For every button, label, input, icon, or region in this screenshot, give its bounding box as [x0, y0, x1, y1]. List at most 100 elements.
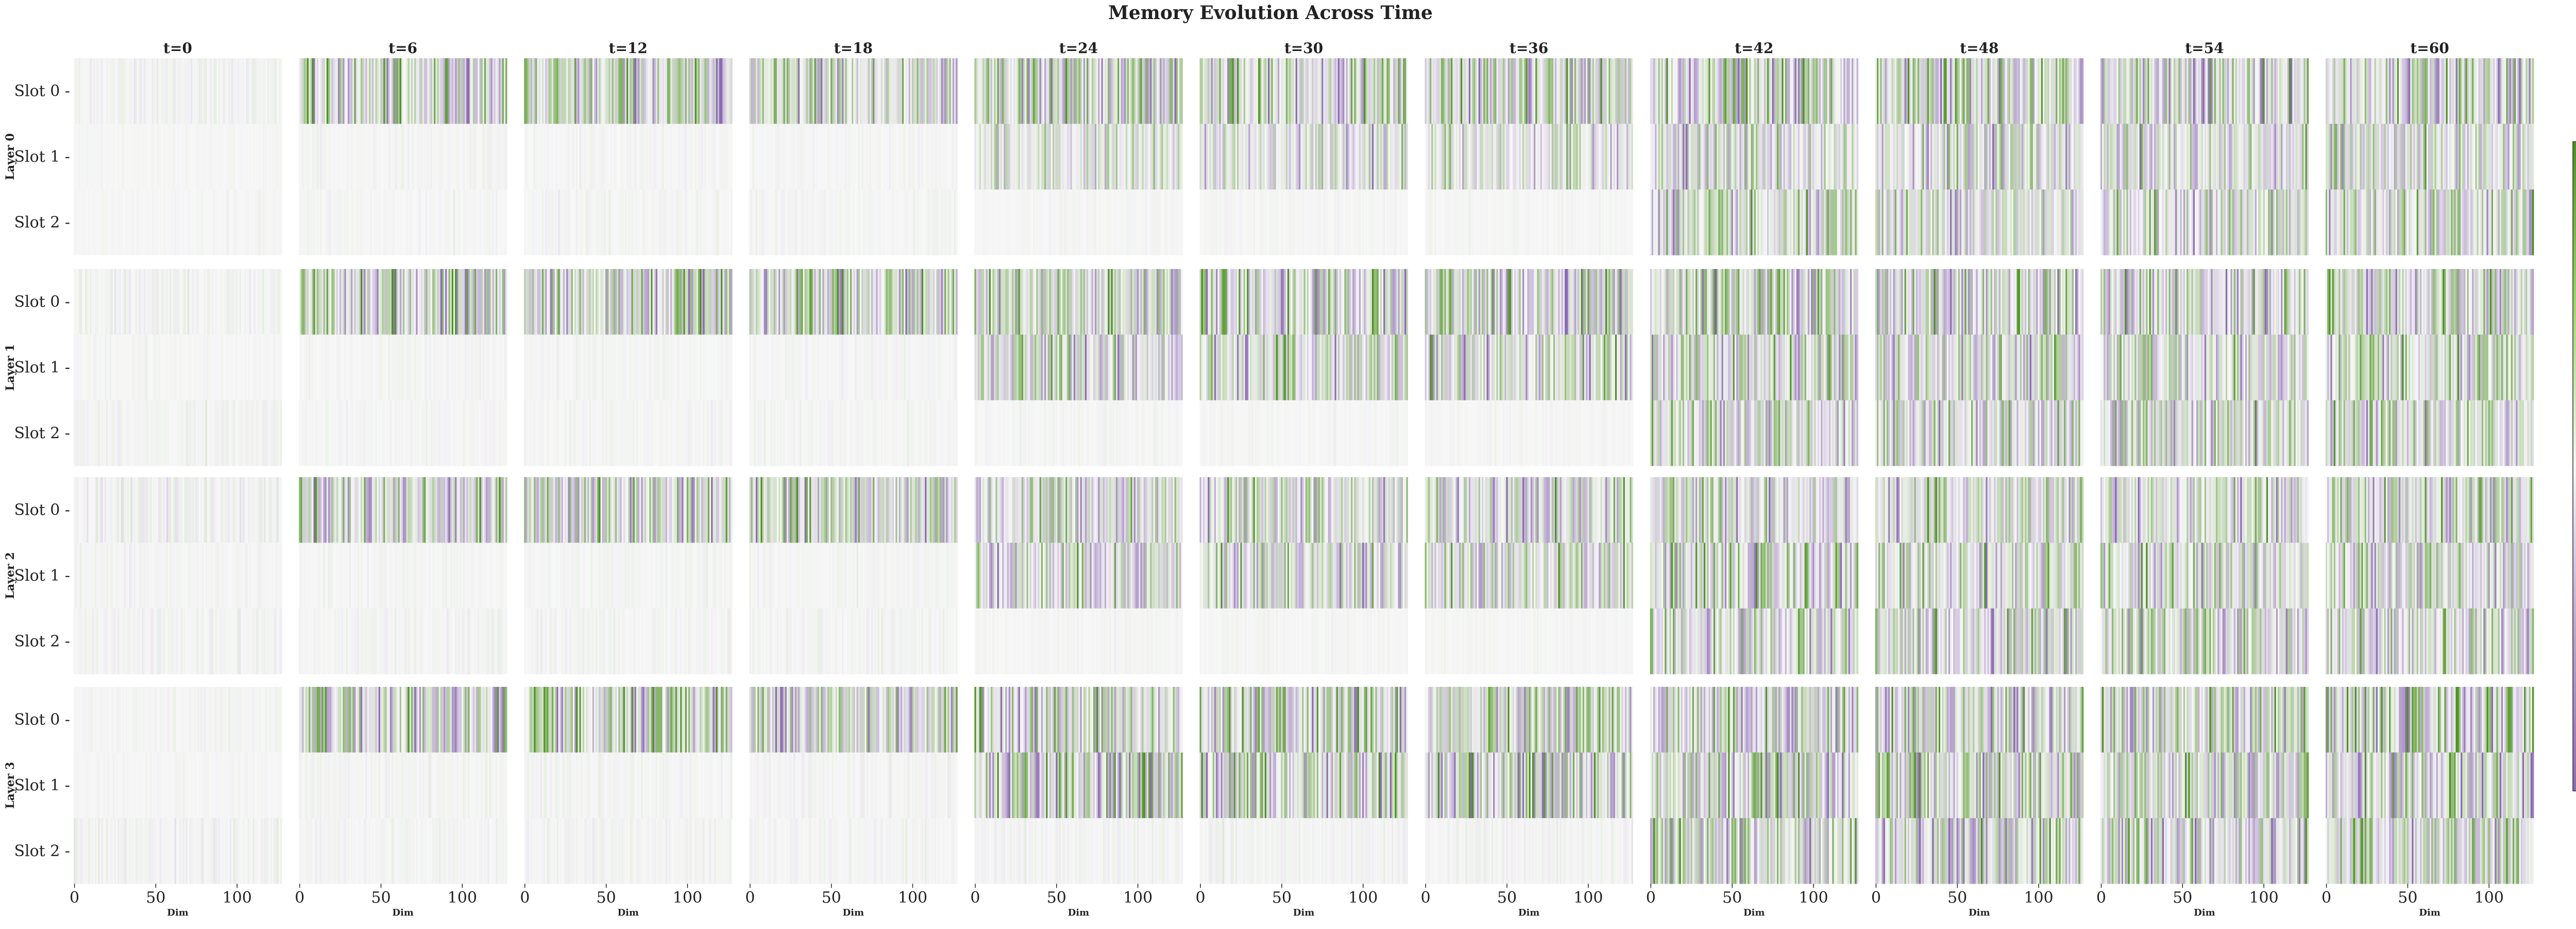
heatmap-cell [814, 58, 817, 124]
heatmap-cell [355, 400, 358, 466]
heatmap-cell [2282, 124, 2284, 190]
heatmap-cell [367, 58, 369, 124]
heatmap-cell [1540, 189, 1543, 256]
heatmap-cell [1809, 124, 1811, 190]
heatmap-cell [667, 58, 669, 124]
heatmap-cell [1671, 58, 1673, 124]
heatmap-cell [1109, 124, 1111, 190]
heatmap-cell [1738, 189, 1740, 256]
heatmap-cell [226, 124, 229, 190]
heatmap-cell [2077, 124, 2079, 190]
heatmap-cell [2348, 58, 2350, 124]
heatmap-cell [786, 58, 789, 124]
heatmap-cell [1894, 124, 1897, 190]
heatmap-cell [87, 189, 89, 256]
heatmap-cell [1524, 58, 1526, 124]
heatmap-cell [264, 269, 266, 335]
heatmap-cell [197, 269, 199, 335]
heatmap-cell [103, 400, 105, 466]
heatmap-cell [280, 269, 282, 335]
heatmap-cell [990, 124, 993, 190]
heatmap-cell [1814, 58, 1817, 124]
heatmap-cell [2100, 124, 2103, 190]
heatmap-cell [119, 269, 121, 335]
heatmap-cell [156, 400, 159, 466]
heatmap-cell [1825, 189, 1828, 256]
heatmap-cell [2430, 124, 2432, 190]
heatmap-cell [1049, 124, 1052, 190]
heatmap-cell [780, 124, 782, 190]
heatmap-cell [469, 124, 472, 190]
heatmap-cell [112, 189, 115, 256]
heatmap-cell [1467, 124, 1469, 190]
heatmap-cell [234, 334, 237, 401]
heatmap-cell [225, 58, 227, 124]
heatmap-cell [122, 124, 125, 190]
heatmap-cell [500, 189, 503, 256]
heatmap-cell [2118, 58, 2121, 124]
heatmap-cell [1492, 58, 1494, 124]
heatmap-cell [2248, 189, 2250, 256]
heatmap-cell [1247, 189, 1249, 256]
heatmap-cell [1171, 58, 1173, 124]
heatmap-cell [863, 58, 865, 124]
heatmap-cell [683, 189, 686, 256]
heatmap-cell [997, 124, 999, 190]
heatmap-cell [537, 189, 539, 256]
heatmap-cell [364, 58, 366, 124]
heatmap-cell [1736, 189, 1738, 256]
heatmap-cell [649, 189, 651, 256]
heatmap-cell [1380, 124, 1382, 190]
heatmap-cell [2486, 124, 2489, 190]
heatmap-cell [2372, 189, 2375, 256]
heatmap-cell [1721, 124, 1724, 190]
heatmap-cell [445, 269, 447, 335]
heatmap-cell [2069, 58, 2071, 124]
heatmap-cell [236, 334, 239, 401]
heatmap-cell [1717, 189, 1719, 256]
heatmap-cell [320, 124, 322, 190]
heatmap-cell [326, 58, 329, 124]
heatmap-cell [1036, 124, 1038, 190]
heatmap-panel [2326, 58, 2534, 256]
heatmap-cell [259, 189, 261, 256]
heatmap-cell [1388, 124, 1391, 190]
heatmap-cell [602, 58, 604, 124]
heatmap-cell [199, 269, 201, 335]
heatmap-cell [265, 124, 267, 190]
heatmap-cell [1171, 189, 1173, 256]
heatmap-cell [597, 58, 599, 124]
heatmap-cell [648, 58, 650, 124]
heatmap-cell [392, 400, 394, 466]
heatmap-cell [1541, 58, 1544, 124]
heatmap-cell [2391, 124, 2393, 190]
heatmap-cell [767, 189, 769, 256]
heatmap-cell [2165, 189, 2167, 256]
heatmap-cell [2121, 124, 2124, 190]
heatmap-cell [1720, 124, 1722, 190]
heatmap-cell [1785, 189, 1787, 256]
heatmap-cell [278, 124, 281, 190]
heatmap-cell [686, 189, 689, 256]
heatmap-cell [1150, 124, 1152, 190]
heatmap-cell [228, 334, 230, 401]
heatmap-cell [1551, 58, 1554, 124]
heatmap-cell [374, 269, 376, 335]
heatmap-cell [1517, 124, 1520, 190]
heatmap-cell [1302, 189, 1304, 256]
heatmap-cell [610, 124, 613, 190]
heatmap-cell [832, 124, 834, 190]
heatmap-cell [1359, 124, 1361, 190]
heatmap-cell [1535, 124, 1537, 190]
heatmap-cell [1108, 189, 1110, 256]
heatmap-cell [140, 334, 142, 401]
heatmap-cell [1201, 189, 1204, 256]
heatmap-cell [460, 58, 462, 124]
heatmap-cell [1447, 58, 1450, 124]
heatmap-cell [468, 334, 470, 401]
heatmap-cell [2462, 58, 2464, 124]
heatmap-cell [365, 58, 368, 124]
heatmap-cell [1672, 189, 1675, 256]
heatmap-cell [302, 189, 304, 256]
